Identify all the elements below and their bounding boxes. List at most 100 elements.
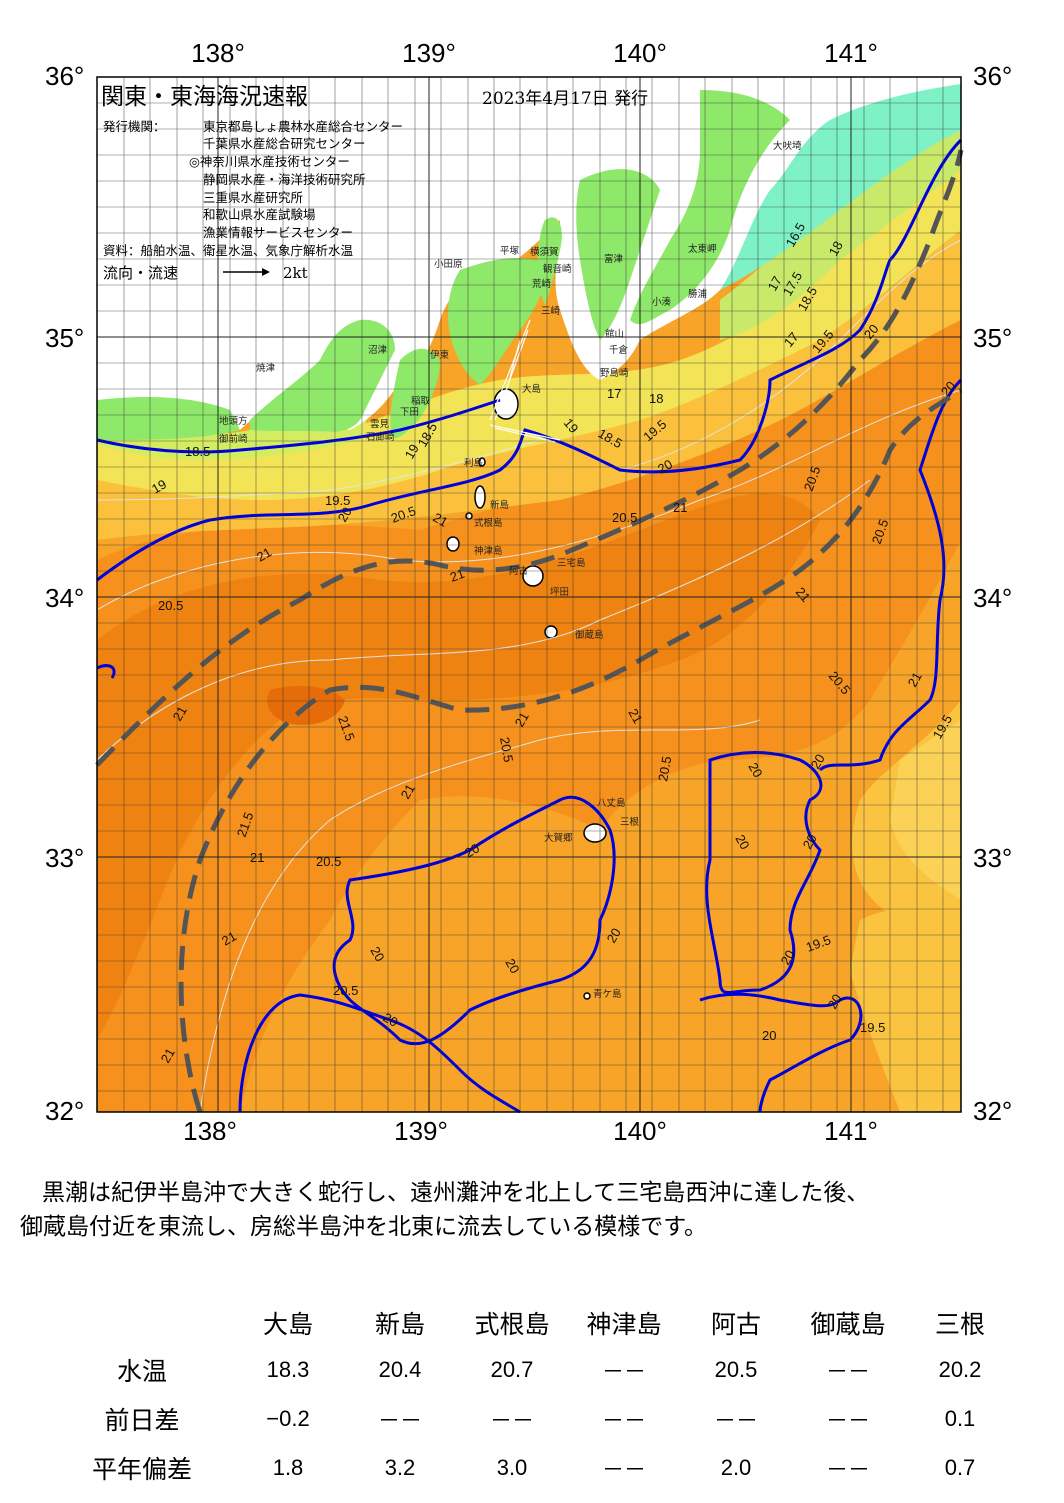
issuer-item: 漁業情報サービスセンター <box>203 225 353 240</box>
place-name: 八丈島 <box>597 797 626 809</box>
isotherm-label: 21 <box>254 544 274 564</box>
isotherm-label: 20.5 <box>655 755 674 783</box>
isotherm-label: 20 <box>745 760 765 780</box>
isotherm-label: 20.5 <box>333 983 358 998</box>
summary-text-2: 御蔵島付近を東流し、房総半島沖を北東に流去している模様です。 <box>20 1214 708 1240</box>
table-cell: －－ <box>601 1358 646 1384</box>
contour-20-north <box>96 138 963 582</box>
isotherm-label: 20.5 <box>497 736 516 764</box>
island-aogashima <box>583 992 591 1000</box>
contour-left-small <box>96 664 116 679</box>
place-name: 小田原 <box>434 259 463 270</box>
summary-line: 御蔵島付近を東流し、房総半島沖を北東に流去している模様です。 <box>20 1210 1044 1244</box>
isotherm-label: 21 <box>158 1045 178 1065</box>
land-green-west <box>97 397 240 440</box>
land-green-izu <box>448 258 550 385</box>
table-cell: 0.1 <box>944 1405 976 1431</box>
isotherm-label: 20 <box>778 947 798 967</box>
table-cell: －－ <box>601 1407 646 1433</box>
table-cell: 2.0 <box>720 1454 752 1480</box>
contour-20-southwest <box>238 993 521 1114</box>
issuer-item: ◎神奈川県水産技術センター <box>189 154 350 169</box>
place-name: 大吠埼 <box>773 140 802 152</box>
lat-labels-left: 36° 35° 34° 33° 32° <box>45 61 84 1126</box>
isotherm-label: 20 <box>808 751 828 771</box>
flow-legend-label: 流向・流速 <box>103 264 178 282</box>
place-name: 稲取 <box>411 395 431 407</box>
place-name: 野島崎 <box>600 367 629 379</box>
isotherm-label: 21 <box>398 781 418 801</box>
table-header-row: 大島 新島 式根島 神津島 阿古 御蔵島 三根 <box>0 1300 1016 1345</box>
place-name: 伊東 <box>430 349 450 361</box>
isotherm-label: 20 <box>462 840 482 860</box>
contour-20-south-loop <box>332 795 616 1046</box>
table-cell: 20.4 <box>378 1356 422 1382</box>
table-cell: －－ <box>377 1407 422 1433</box>
place-name: 館山 <box>605 328 624 340</box>
station-temperature-table: 大島 新島 式根島 神津島 阿古 御蔵島 三根 水温 18.3 20.4 20.… <box>0 1300 1064 1492</box>
isotherm-label: 20 <box>732 832 752 852</box>
isotherm-label: 21 <box>512 709 532 729</box>
isotherm-label: 21 <box>431 510 451 530</box>
issuer-list: 東京都島しょ農林水産総合センター 千葉県水産総合研究センター ◎神奈川県水産技術… <box>189 119 403 240</box>
isotherm-label: 19.5 <box>325 493 350 508</box>
isotherm-label: 21 <box>673 500 687 515</box>
place-name: 焼津 <box>256 362 276 374</box>
place-name: 雲見 <box>370 419 390 430</box>
isotherm-label: 20.5 <box>612 510 637 525</box>
isotherm-label: 19 <box>402 441 422 461</box>
place-names: 大吠埼 太東岬 勝浦 小湊 富津 横須賀 観音崎 荒崎 三崎 館山 千倉 野島崎… <box>219 140 802 1000</box>
place-name: 式根島 <box>474 517 503 529</box>
island-toshima <box>478 457 486 467</box>
lat-lon-grid <box>97 77 961 1112</box>
lon-labels-bottom: 138° 139° 140° 141° <box>183 1116 878 1140</box>
lon-label: 139° <box>402 38 456 68</box>
place-name: 石廊崎 <box>366 431 395 443</box>
table-cell: 0.7 <box>944 1454 976 1480</box>
lon-label: 140° <box>613 38 667 68</box>
island-kozushima <box>446 536 460 552</box>
place-name: 御蔵島 <box>575 629 604 641</box>
issuer-item: 東京都島しょ農林水産総合センター <box>203 119 403 134</box>
place-name: 阿古 <box>509 565 529 577</box>
isotherm-label: 20.5 <box>316 854 341 869</box>
map-border <box>96 76 962 1113</box>
cool-water-southeast <box>850 909 961 1112</box>
table-row: 前日差 −0.2 －－ －－ －－ －－ －－ 0.1 <box>0 1394 1016 1443</box>
table-cell: －－ <box>825 1358 870 1384</box>
contour-20-southeast <box>699 992 863 1113</box>
isotherm-label: 20 <box>502 956 522 976</box>
lat-label: 35° <box>45 323 84 353</box>
table-cell: －－ <box>825 1407 870 1433</box>
column-header: 阿古 <box>710 1309 761 1339</box>
contour-20-east <box>818 378 963 772</box>
sea-temperature-map: 138° 139° 140° 141° 138° 139° 140° 141° … <box>45 38 1012 1140</box>
place-name: 小湊 <box>652 296 672 308</box>
summary-text-1: 黒潮は紀伊半島沖で大きく蛇行し、遠州灘沖を北上して三宅島西沖に達した後、 <box>42 1180 870 1206</box>
place-name: 青ケ島 <box>593 988 622 1000</box>
lat-label: 32° <box>45 1096 84 1126</box>
isotherm-label: 20 <box>604 925 624 945</box>
lon-label: 140° <box>613 1116 667 1140</box>
place-name: 平塚 <box>500 246 520 257</box>
table-cell: −0.2 <box>266 1405 310 1431</box>
lat-label: 34° <box>45 583 84 613</box>
isotherm-label: 20 <box>800 831 820 851</box>
lon-label: 139° <box>394 1116 448 1140</box>
lat-label: 33° <box>45 843 84 873</box>
isotherm-label: 18.5 <box>185 444 210 459</box>
place-name: 富津 <box>604 253 624 265</box>
isotherm-label: 20 <box>335 504 355 524</box>
isotherm-label: 20 <box>825 991 845 1011</box>
place-name: 下田 <box>400 407 419 418</box>
lon-label: 141° <box>824 1116 878 1140</box>
issuer-item: 三重県水産研究所 <box>203 190 303 205</box>
flow-legend-scale: 2kt <box>283 264 308 282</box>
issuer-item: 和歌山県水産試験場 <box>203 207 316 222</box>
lat-label: 32° <box>973 1096 1012 1126</box>
place-name: 三宅島 <box>557 557 586 569</box>
land-green-boso <box>576 169 660 340</box>
column-header: 新島 <box>374 1309 425 1339</box>
place-name: 神津島 <box>474 545 503 557</box>
isotherm-label: 21 <box>170 703 190 723</box>
